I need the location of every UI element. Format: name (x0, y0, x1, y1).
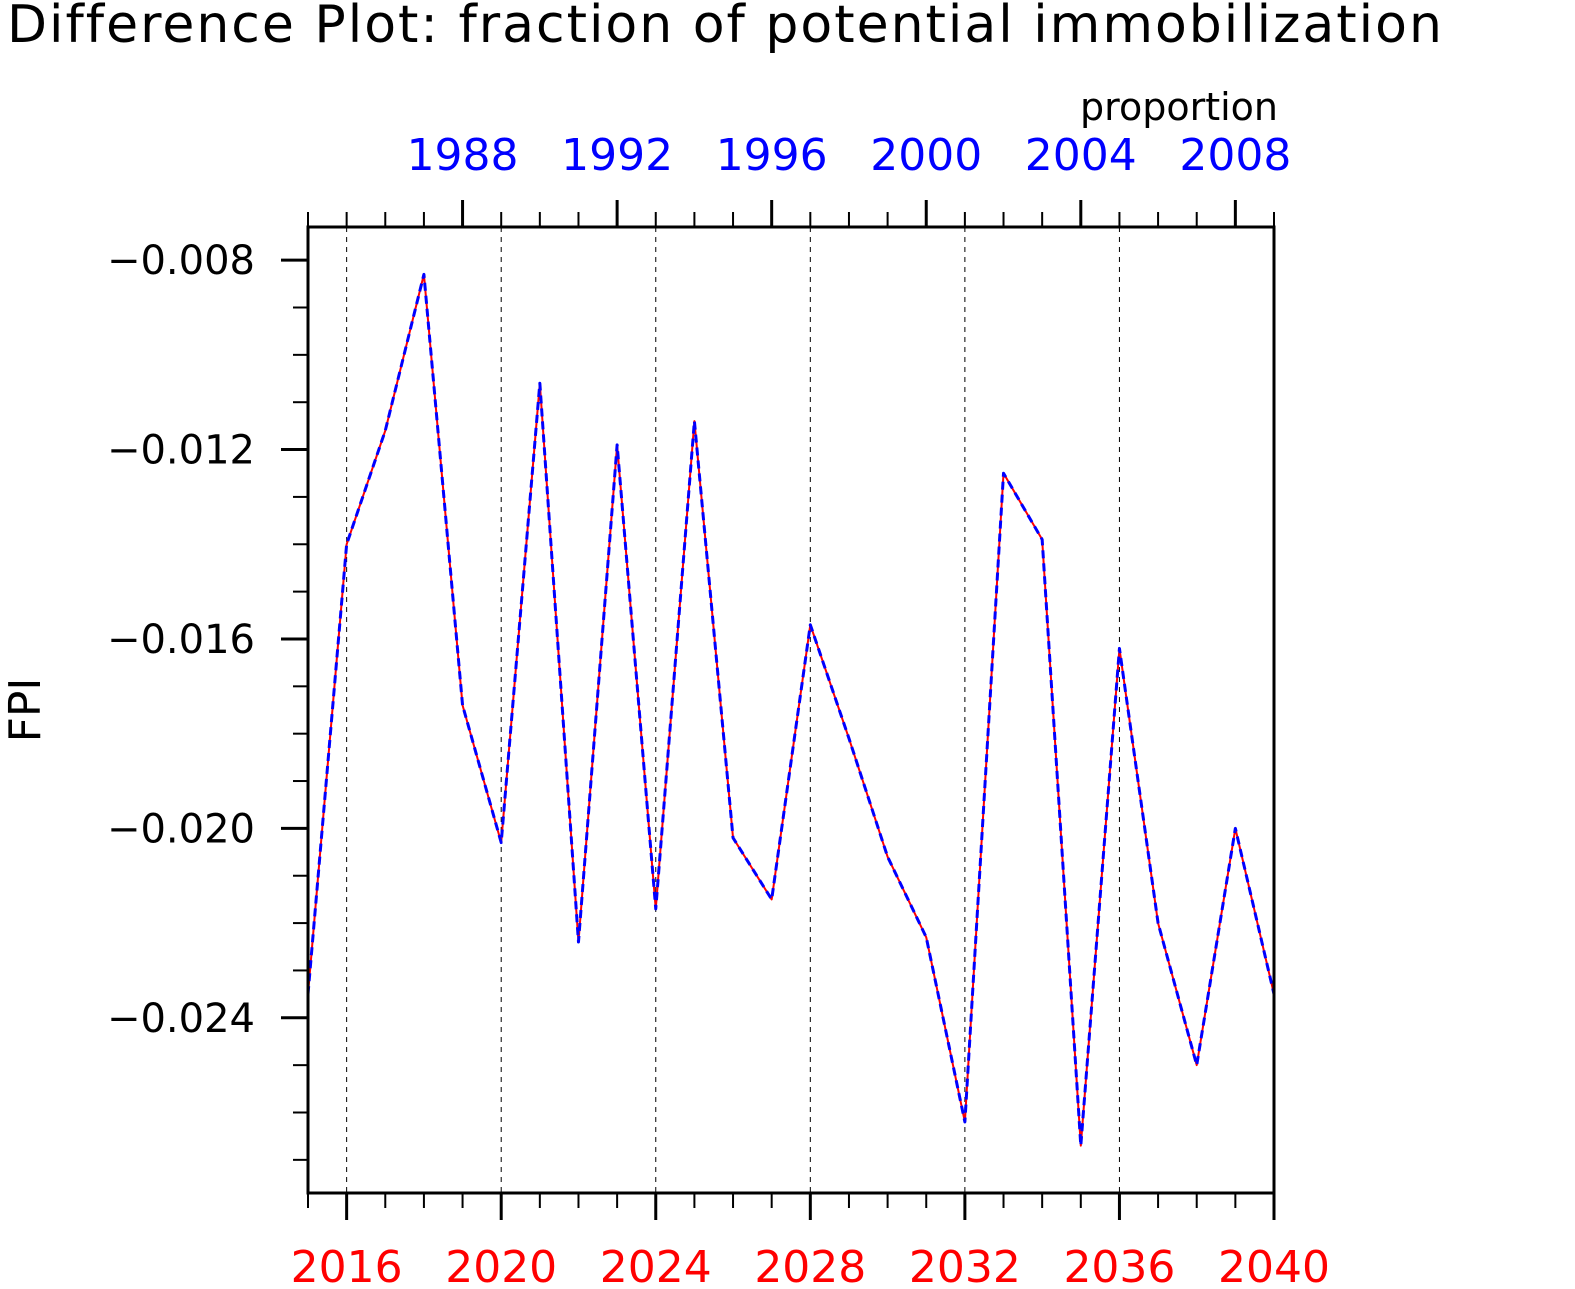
y-tick-label: −0.020 (107, 806, 255, 852)
plot-frame (306, 225, 1276, 1195)
top-x-tick-label: 2008 (1179, 130, 1291, 181)
series-lines (306, 272, 1276, 1148)
y-axis-label: FPI (0, 678, 51, 743)
units-label: proportion (1080, 85, 1278, 129)
series-line-2 (306, 272, 1276, 1148)
gridlines (346, 227, 1120, 1193)
axis-ticks (281, 200, 1276, 1220)
top-x-tick-label: 1996 (716, 130, 828, 181)
tick-labels: −0.008 −0.012 −0.016 −0.020 −0.024 2016 2020 20… (107, 130, 1330, 1289)
top-x-tick-label: 1992 (561, 130, 673, 181)
x-tick-label: 2032 (909, 1242, 1021, 1289)
x-tick-label: 2028 (754, 1242, 866, 1289)
chart-title: Difference Plot: fraction of potential i… (7, 0, 1444, 55)
y-tick-label: −0.024 (107, 996, 255, 1042)
top-x-tick-label: 1988 (407, 130, 519, 181)
x-tick-label: 2016 (291, 1242, 403, 1289)
x-tick-label: 2020 (445, 1242, 557, 1289)
top-x-tick-label: 2000 (870, 130, 982, 181)
y-tick-label: −0.016 (107, 617, 255, 663)
y-tick-label: −0.008 (107, 238, 255, 284)
y-tick-label: −0.012 (107, 428, 255, 474)
x-tick-label: 2040 (1218, 1242, 1330, 1289)
top-x-tick-label: 2004 (1025, 130, 1137, 181)
x-tick-label: 2024 (600, 1242, 712, 1289)
x-tick-label: 2036 (1063, 1242, 1175, 1289)
